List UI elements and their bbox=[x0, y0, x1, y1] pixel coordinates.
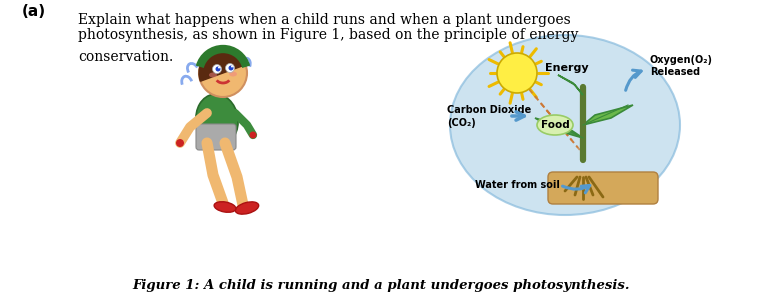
Text: conservation.: conservation. bbox=[78, 50, 173, 64]
Circle shape bbox=[199, 49, 247, 97]
Polygon shape bbox=[583, 105, 633, 125]
Ellipse shape bbox=[196, 94, 238, 146]
FancyArrowPatch shape bbox=[626, 70, 641, 90]
FancyBboxPatch shape bbox=[548, 172, 658, 204]
Polygon shape bbox=[558, 75, 583, 95]
Circle shape bbox=[216, 67, 220, 71]
Wedge shape bbox=[199, 49, 245, 81]
FancyBboxPatch shape bbox=[196, 124, 236, 150]
Text: Explain what happens when a child runs and when a plant undergoes: Explain what happens when a child runs a… bbox=[78, 13, 571, 27]
Circle shape bbox=[249, 131, 257, 139]
Text: (a): (a) bbox=[22, 4, 46, 19]
Ellipse shape bbox=[235, 202, 258, 214]
FancyArrowPatch shape bbox=[512, 112, 524, 120]
Text: (CO₂): (CO₂) bbox=[447, 118, 475, 128]
Circle shape bbox=[213, 64, 222, 74]
Circle shape bbox=[497, 53, 537, 93]
Circle shape bbox=[231, 65, 233, 68]
Ellipse shape bbox=[537, 115, 573, 135]
Text: Carbon Dioxide: Carbon Dioxide bbox=[447, 105, 531, 115]
Ellipse shape bbox=[450, 35, 680, 215]
Text: photosynthesis, as shown in Figure 1, based on the principle of energy: photosynthesis, as shown in Figure 1, ba… bbox=[78, 28, 578, 42]
Circle shape bbox=[229, 65, 233, 70]
Text: Water from soil: Water from soil bbox=[475, 180, 560, 190]
Text: Oxygen(O₂): Oxygen(O₂) bbox=[650, 55, 713, 65]
Text: Energy: Energy bbox=[545, 63, 588, 73]
Text: Released: Released bbox=[650, 67, 700, 77]
Ellipse shape bbox=[229, 71, 237, 76]
Text: Figure 1: A child is running and a plant undergoes photosynthesis.: Figure 1: A child is running and a plant… bbox=[133, 279, 629, 292]
FancyArrowPatch shape bbox=[562, 185, 590, 193]
Polygon shape bbox=[535, 118, 583, 138]
Ellipse shape bbox=[209, 73, 217, 77]
Circle shape bbox=[218, 67, 220, 68]
Text: Food: Food bbox=[540, 120, 569, 130]
Ellipse shape bbox=[214, 202, 236, 212]
Circle shape bbox=[176, 139, 184, 147]
Circle shape bbox=[226, 64, 235, 73]
